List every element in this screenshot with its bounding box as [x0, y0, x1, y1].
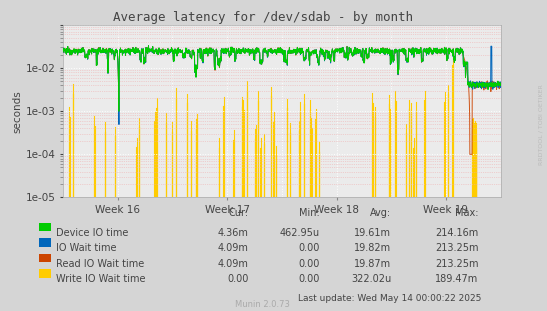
Text: 0.00: 0.00: [299, 274, 320, 284]
Text: 213.25m: 213.25m: [435, 259, 479, 269]
Text: Average latency for /dev/sdab - by month: Average latency for /dev/sdab - by month: [113, 11, 412, 24]
Text: Munin 2.0.73: Munin 2.0.73: [235, 300, 290, 309]
Text: 4.09m: 4.09m: [218, 259, 249, 269]
Text: 322.02u: 322.02u: [351, 274, 391, 284]
Text: IO Wait time: IO Wait time: [56, 243, 117, 253]
Text: 0.00: 0.00: [299, 259, 320, 269]
Text: Read IO Wait time: Read IO Wait time: [56, 259, 144, 269]
Text: Cur:: Cur:: [229, 208, 249, 218]
Text: 214.16m: 214.16m: [435, 228, 479, 238]
Text: 19.82m: 19.82m: [354, 243, 391, 253]
Y-axis label: seconds: seconds: [13, 90, 22, 132]
Text: 189.47m: 189.47m: [435, 274, 479, 284]
Text: 19.61m: 19.61m: [354, 228, 391, 238]
Text: Min:: Min:: [299, 208, 320, 218]
Text: 4.36m: 4.36m: [218, 228, 249, 238]
Text: 213.25m: 213.25m: [435, 243, 479, 253]
Text: 4.09m: 4.09m: [218, 243, 249, 253]
Text: Device IO time: Device IO time: [56, 228, 128, 238]
Text: 462.95u: 462.95u: [280, 228, 320, 238]
Text: Avg:: Avg:: [370, 208, 391, 218]
Text: 19.87m: 19.87m: [354, 259, 391, 269]
Text: 0.00: 0.00: [228, 274, 249, 284]
Text: Write IO Wait time: Write IO Wait time: [56, 274, 146, 284]
Text: Last update: Wed May 14 00:00:22 2025: Last update: Wed May 14 00:00:22 2025: [298, 294, 481, 303]
Text: RRDTOOL / TOBI OETIKER: RRDTOOL / TOBI OETIKER: [538, 84, 543, 165]
Text: Max:: Max:: [455, 208, 479, 218]
Text: 0.00: 0.00: [299, 243, 320, 253]
